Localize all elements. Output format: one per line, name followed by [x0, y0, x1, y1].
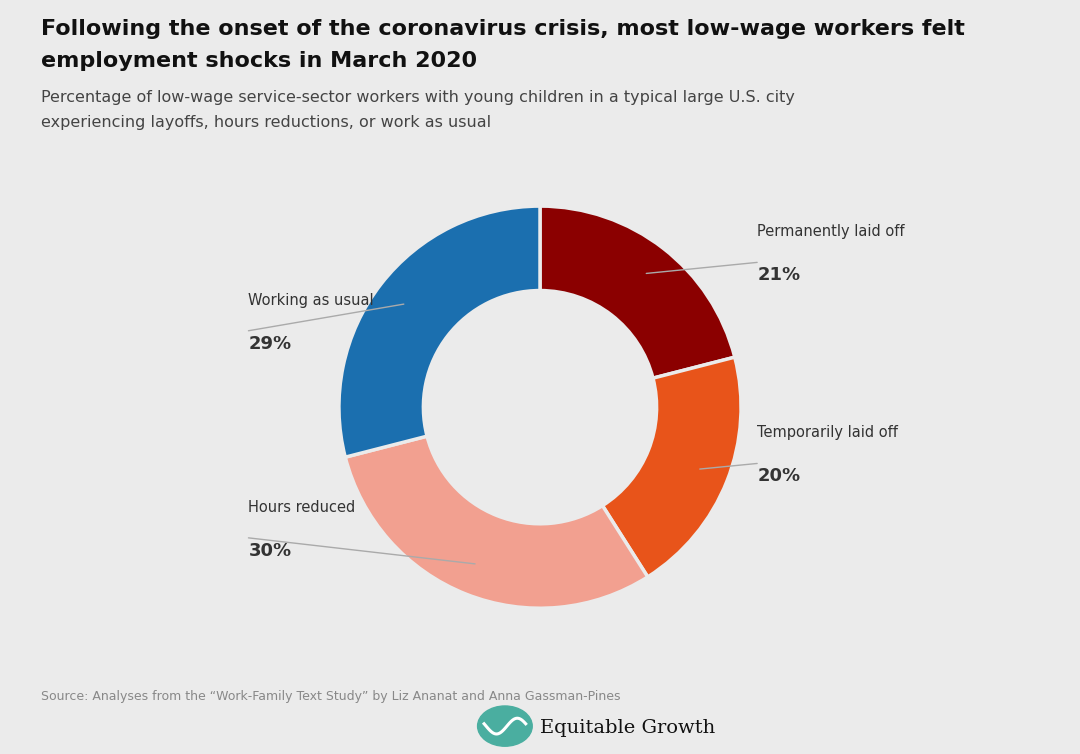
Text: employment shocks in March 2020: employment shocks in March 2020	[41, 51, 477, 72]
Text: Following the onset of the coronavirus crisis, most low-wage workers felt: Following the onset of the coronavirus c…	[41, 19, 964, 39]
Circle shape	[477, 706, 532, 746]
Text: experiencing layoffs, hours reductions, or work as usual: experiencing layoffs, hours reductions, …	[41, 115, 491, 130]
Text: Equitable Growth: Equitable Growth	[540, 719, 715, 737]
Text: 30%: 30%	[248, 542, 292, 560]
Text: Temporarily laid off: Temporarily laid off	[757, 425, 899, 440]
Text: Source: Analyses from the “Work-Family Text Study” by Liz Ananat and Anna Gassma: Source: Analyses from the “Work-Family T…	[41, 690, 621, 703]
Text: 29%: 29%	[248, 335, 292, 353]
Text: 20%: 20%	[757, 467, 800, 486]
Text: Percentage of low-wage service-sector workers with young children in a typical l: Percentage of low-wage service-sector wo…	[41, 90, 795, 106]
Wedge shape	[339, 206, 540, 457]
Wedge shape	[346, 436, 648, 608]
Text: Hours reduced: Hours reduced	[248, 500, 355, 515]
Text: 21%: 21%	[757, 266, 800, 284]
Wedge shape	[540, 206, 734, 379]
Wedge shape	[603, 357, 741, 577]
Text: Working as usual: Working as usual	[248, 293, 374, 308]
Text: Permanently laid off: Permanently laid off	[757, 224, 905, 239]
